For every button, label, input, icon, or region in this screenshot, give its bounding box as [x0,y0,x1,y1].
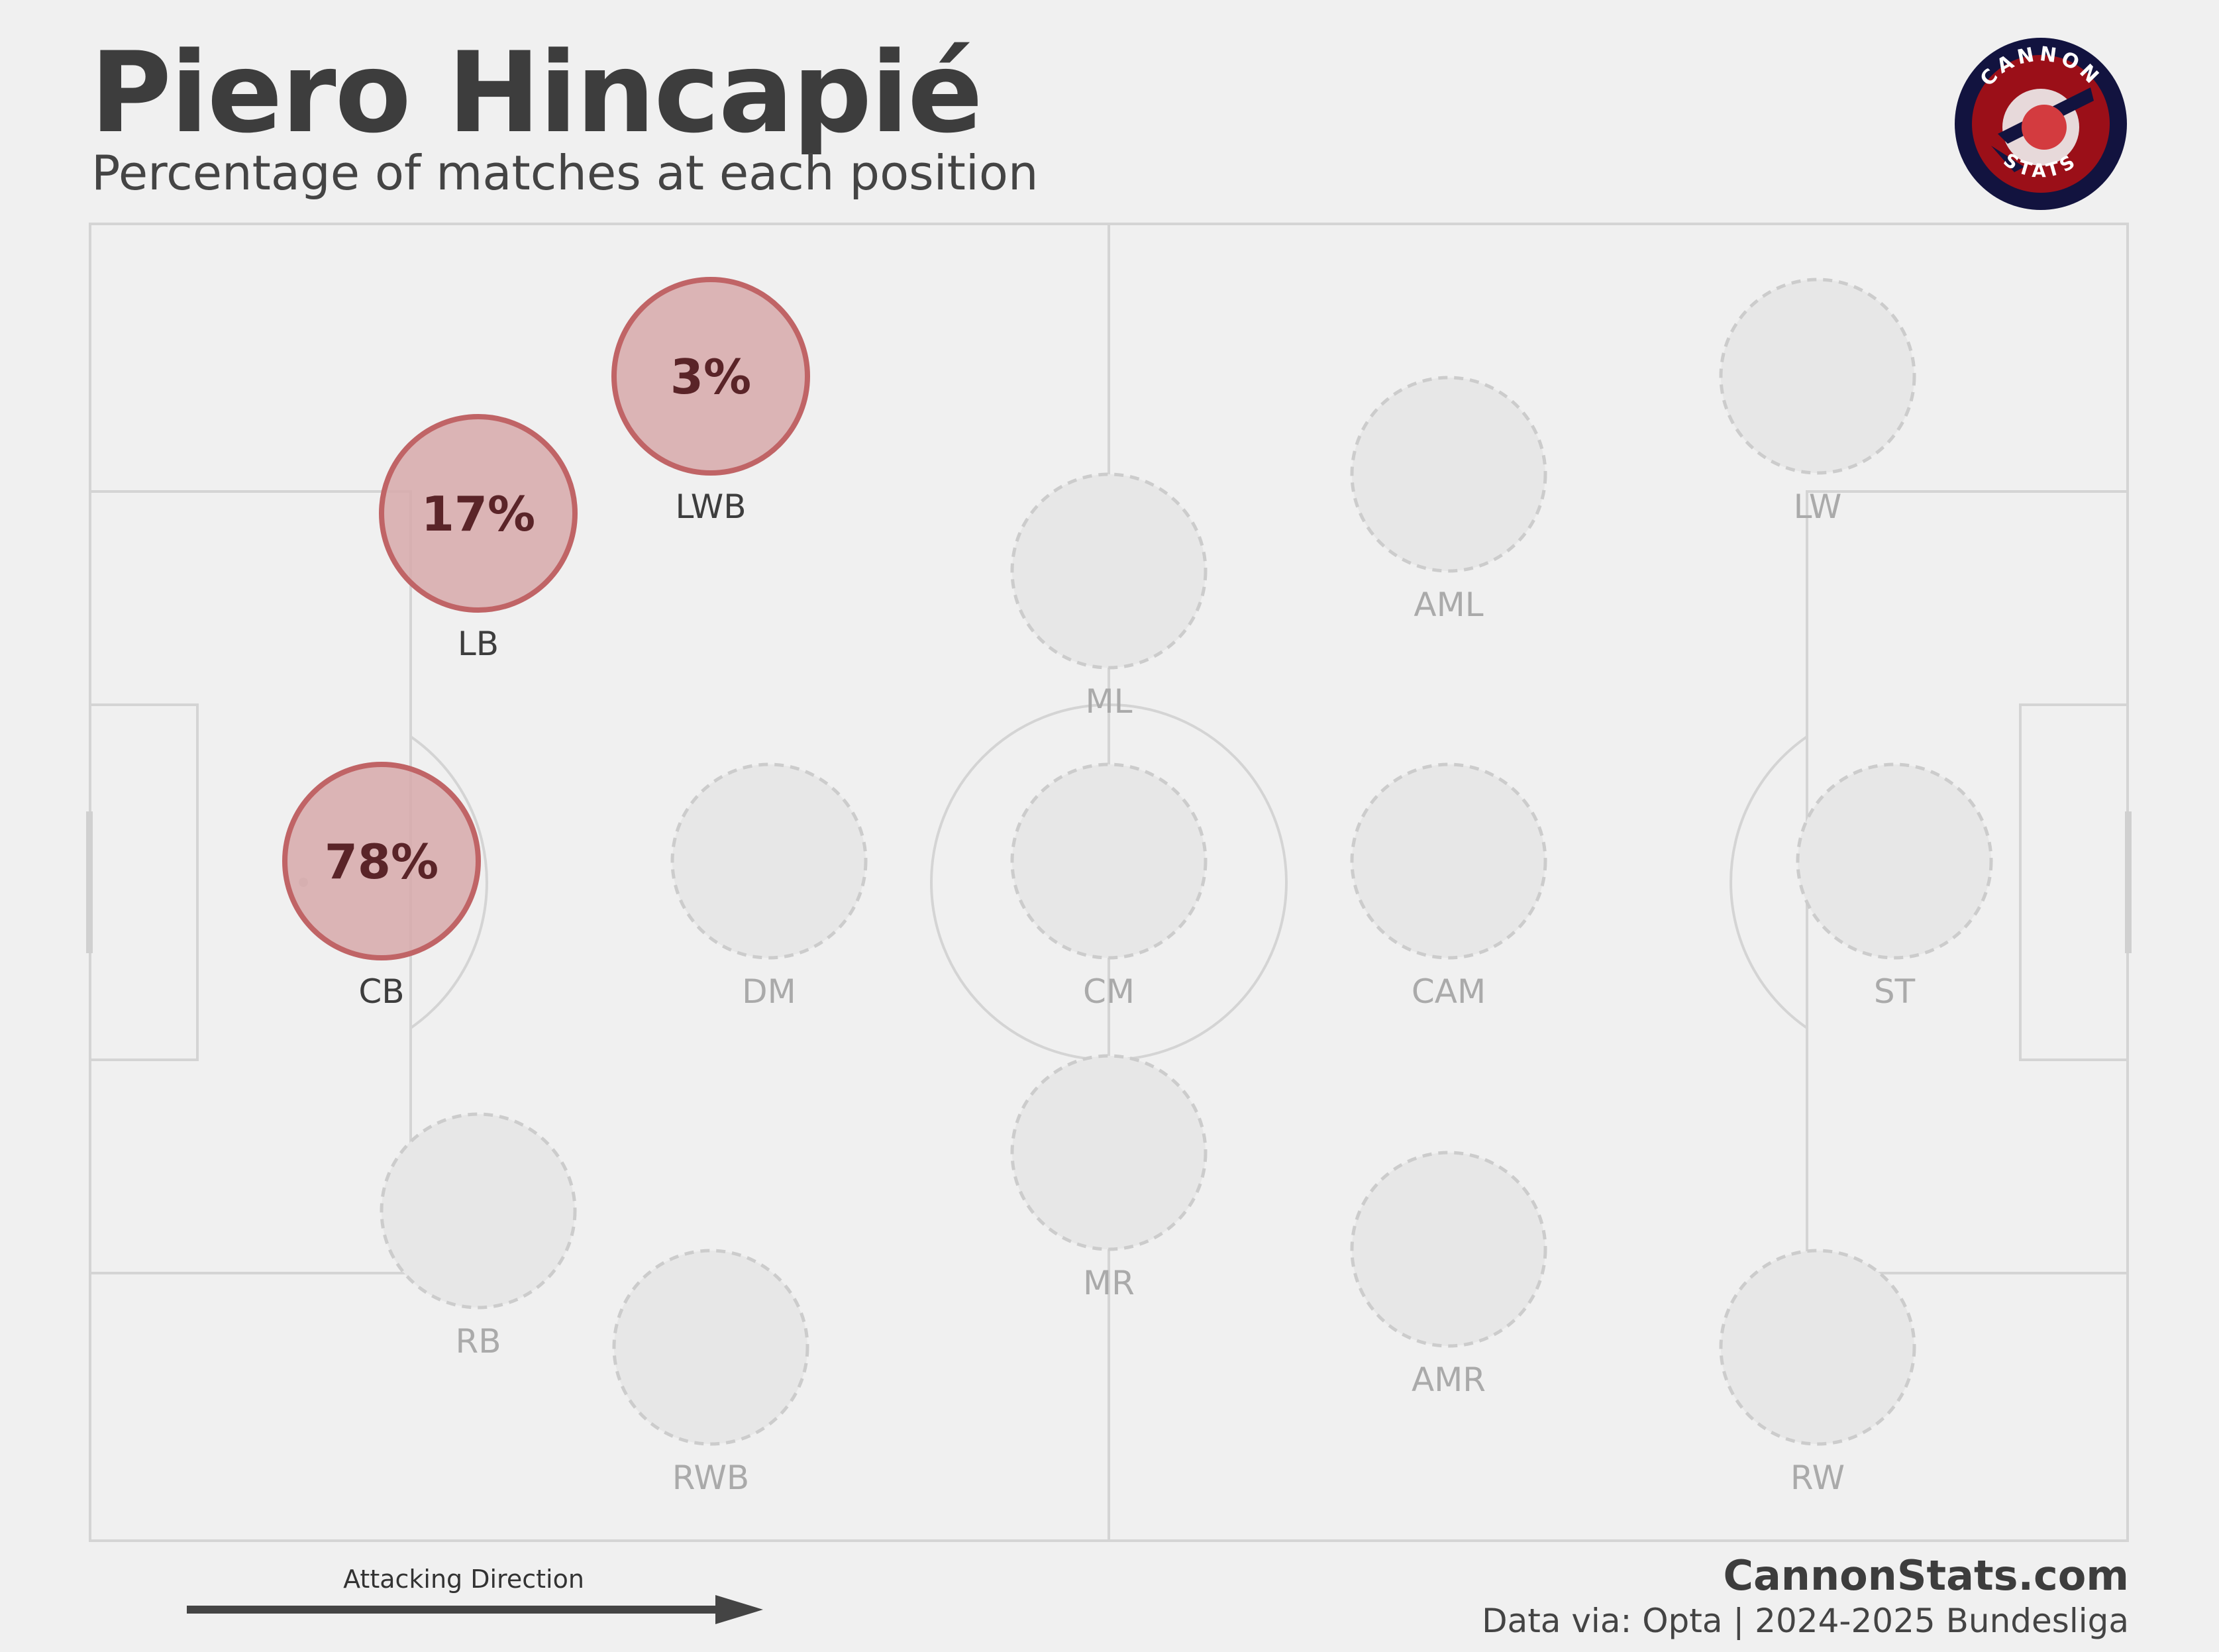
chart-title: Piero Hincapié [90,28,983,158]
position-label-lb: LB [458,625,499,663]
cannon-stats-logo: CANNON STATS [1955,38,2127,210]
position-circle-rwb [612,1249,809,1446]
left-penalty-arc [409,735,488,1029]
position-label-lwb: LWB [675,488,746,526]
position-circle-cb [282,762,481,960]
position-value-cb: 78% [325,834,439,890]
position-label-dm: DM [742,972,796,1011]
site-credit: CannonStats.com [1723,1551,2129,1600]
chart-subtitle: Percentage of matches at each position [91,145,1039,201]
position-circle-lw [1719,278,1916,475]
position-label-cam: CAM [1412,972,1486,1011]
right-goal [2125,811,2132,953]
left-six-yard-box [89,703,199,1061]
position-circle-mr [1010,1054,1208,1251]
right-six-yard-box [2019,703,2129,1061]
position-markers: 78% CB 17% LB 3% LWB RB RWB DM ML CM MR AML CAM AMR LW S… [282,277,1993,1497]
position-label-mr: MR [1083,1264,1135,1302]
position-label-st: ST [1874,972,1916,1011]
position-label-lw: LW [1794,488,1842,526]
position-label-aml: AML [1414,586,1483,624]
position-value-lb: 17% [421,486,535,542]
right-penalty-arc [1729,735,1808,1029]
data-source: Data via: Opta | 2024-2025 Bundesliga [1482,1602,2129,1640]
position-label-rwb: RWB [672,1459,749,1497]
position-circle-ml [1010,472,1208,670]
position-circle-lb [379,414,578,613]
position-label-cm: CM [1083,972,1135,1011]
position-circle-lwb [611,277,810,476]
position-value-lwb: 3% [670,349,751,405]
position-circle-amr [1350,1151,1547,1348]
attacking-direction-arrow-icon [187,1595,763,1624]
position-label-cb: CB [358,972,404,1011]
position-circle-cm [1010,762,1208,960]
position-label-rw: RW [1790,1459,1845,1497]
position-circle-st [1796,762,1993,960]
left-goal [86,811,93,953]
position-label-ml: ML [1086,682,1133,721]
position-circle-dm [670,762,868,960]
position-circle-cam [1350,762,1547,960]
position-label-amr: AMR [1412,1361,1486,1399]
position-circle-aml [1350,376,1547,573]
position-circle-rw [1719,1249,1916,1446]
attacking-direction-label: Attacking Direction [343,1565,584,1594]
position-label-rb: RB [455,1322,501,1361]
position-circle-rb [380,1112,577,1310]
